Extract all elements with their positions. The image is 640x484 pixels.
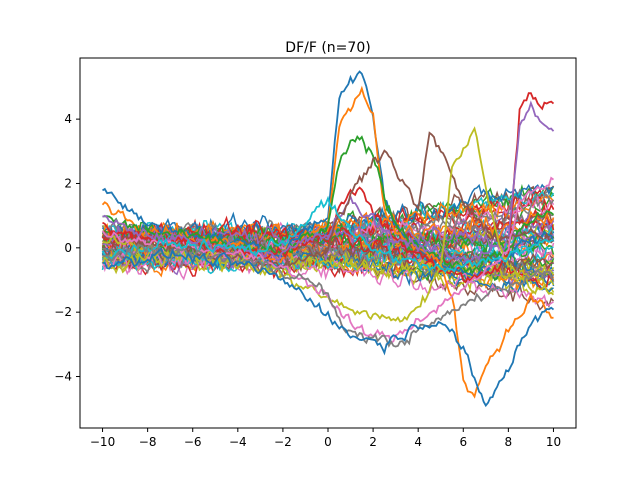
series-line-highlight bbox=[102, 244, 555, 348]
y-tick-label: −4 bbox=[54, 370, 72, 384]
y-tick-label: 4 bbox=[64, 112, 72, 126]
y-tick-label: −2 bbox=[54, 305, 72, 319]
x-tick-label: 8 bbox=[505, 435, 513, 449]
y-tick-label: 0 bbox=[64, 241, 72, 255]
series-group bbox=[101, 70, 555, 408]
x-tick-label: 10 bbox=[546, 435, 561, 449]
x-tick-label: 0 bbox=[324, 435, 332, 449]
chart-title: DF/F (n=70) bbox=[285, 40, 370, 56]
series-line-highlight bbox=[102, 135, 555, 276]
x-tick-label: 6 bbox=[459, 435, 467, 449]
x-tick-label: −6 bbox=[184, 435, 202, 449]
y-axis: −4 −2 0 2 4 bbox=[54, 112, 80, 384]
series-line bbox=[101, 243, 555, 280]
series-line bbox=[101, 216, 555, 276]
x-tick-label: −10 bbox=[90, 435, 115, 449]
x-tick-label: −2 bbox=[274, 435, 292, 449]
series-line-highlight bbox=[102, 247, 555, 408]
y-tick-label: 2 bbox=[64, 176, 72, 190]
x-tick-label: −4 bbox=[229, 435, 247, 449]
x-axis: −10 −8 −6 −4 −2 0 2 4 6 8 10 bbox=[90, 428, 561, 449]
series-line-highlight bbox=[102, 92, 555, 284]
series-line bbox=[101, 195, 555, 245]
series-line-highlight bbox=[102, 100, 555, 263]
series-line-highlight bbox=[101, 195, 554, 274]
x-tick-label: −8 bbox=[139, 435, 157, 449]
x-tick-label: 4 bbox=[414, 435, 422, 449]
x-tick-label: 2 bbox=[369, 435, 377, 449]
